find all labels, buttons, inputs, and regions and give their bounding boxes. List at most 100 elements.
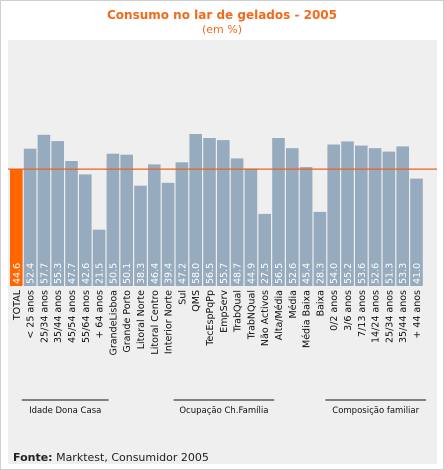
bar-2: [37, 134, 51, 286]
value-label-29: 41.0: [412, 263, 423, 284]
bar-26: [368, 148, 382, 286]
bar-27: [382, 151, 396, 286]
bar-12: [175, 162, 189, 286]
category-label-25: 7/13 anos: [357, 290, 368, 337]
bar-1: [23, 148, 37, 286]
category-label-27: 25/34 anos: [384, 290, 395, 343]
category-label-2: 25/34 anos: [39, 290, 50, 343]
value-label-18: 27.5: [260, 263, 271, 284]
value-label-10: 46.4: [150, 263, 161, 284]
value-label-2: 57.7: [39, 263, 50, 284]
value-label-1: 52.4: [26, 263, 37, 284]
bar-23: [327, 144, 340, 286]
bar-0: [10, 169, 23, 286]
value-label-22: 28.3: [315, 263, 326, 284]
value-label-21: 45.4: [302, 263, 313, 284]
category-label-9: Litoral Norte: [136, 290, 147, 349]
value-label-4: 47.7: [67, 263, 78, 284]
category-label-19: Alta/Média: [274, 290, 285, 340]
category-label-24: 3/6 anos: [343, 290, 354, 331]
category-label-18: Não Activos: [260, 290, 271, 346]
value-label-27: 51.3: [384, 263, 395, 284]
bar-29: [410, 178, 423, 286]
value-label-20: 52.6: [288, 263, 299, 284]
value-label-6: 21.5: [95, 263, 106, 284]
category-label-13: QMS: [191, 290, 202, 312]
category-label-10: Litoral Centro: [150, 290, 161, 355]
category-label-23: 0/2 anos: [329, 290, 340, 331]
bar-28: [396, 146, 409, 286]
value-label-15: 55.7: [219, 263, 230, 284]
category-label-20: Média: [288, 290, 299, 319]
bar-3: [51, 141, 64, 286]
category-label-0: TOTAL: [12, 289, 23, 321]
category-label-1: < 25 anos: [26, 290, 37, 339]
chart-title: Consumo no lar de gelados - 2005: [106, 8, 338, 22]
category-label-4: 45/54 anos: [67, 290, 78, 343]
category-label-28: 35/44 anos: [398, 290, 409, 343]
value-label-0: 44.6: [12, 263, 23, 284]
value-label-7: 50.5: [108, 263, 119, 284]
category-label-16: TrabQual: [233, 290, 244, 333]
bar-17: [244, 168, 258, 286]
category-label-8: Grande Porto: [122, 290, 133, 353]
bar-20: [286, 148, 299, 286]
bar-7: [106, 153, 120, 286]
bar-24: [341, 141, 354, 286]
bar-8: [120, 154, 133, 286]
value-label-16: 48.7: [233, 263, 244, 284]
value-label-25: 53.6: [357, 263, 368, 284]
value-label-3: 55.3: [53, 263, 64, 284]
bar-15: [217, 140, 230, 286]
group-label-0: Idade Dona Casa: [29, 406, 101, 416]
category-label-6: + 64 anos: [95, 290, 106, 339]
bar-14: [203, 138, 216, 286]
value-label-17: 44.9: [246, 263, 257, 284]
group-label-1: Ocupação Ch.Família: [179, 406, 268, 416]
category-label-29: + 44 anos: [412, 290, 423, 339]
value-label-5: 42.6: [81, 263, 92, 284]
category-label-12: Sul: [177, 290, 188, 305]
bar-chart: 44.6 52.4 57.7 55.3 47.7 42.6 21.5 50.5 50.1 38.3…: [8, 134, 437, 416]
category-label-26: 14/24 anos: [371, 290, 382, 343]
value-label-14: 56.5: [205, 263, 216, 284]
bar-9: [134, 185, 147, 286]
value-label-12: 47.2: [177, 263, 188, 284]
category-label-21: Média Baixa: [302, 290, 313, 348]
bar-11: [161, 182, 175, 286]
category-label-11: Interior Norte: [164, 290, 175, 354]
source-label: Fonte:: [13, 451, 53, 464]
category-label-15: EmpServ: [219, 290, 230, 333]
value-label-26: 52.6: [371, 263, 382, 284]
category-label-7: GrandeLisboa: [108, 290, 119, 356]
category-label-17: TrabNQual: [246, 290, 257, 340]
bar-6: [92, 229, 106, 286]
source-note: Fonte: Marktest, Consumidor 2005: [13, 451, 209, 464]
value-label-28: 53.3: [398, 263, 409, 284]
bar-5: [79, 174, 92, 286]
bar-10: [148, 164, 161, 286]
bar-18: [258, 213, 271, 286]
source-text: Marktest, Consumidor 2005: [56, 451, 209, 464]
bar-22: [313, 211, 327, 286]
value-label-8: 50.1: [122, 263, 133, 284]
chart-subtitle: (em %): [201, 23, 242, 36]
value-label-23: 54.0: [329, 263, 340, 284]
value-label-24: 55.2: [343, 263, 354, 284]
bar-13: [189, 134, 202, 286]
category-label-3: 35/44 anos: [53, 290, 64, 343]
bar-21: [299, 167, 313, 286]
bar-16: [230, 158, 244, 286]
category-label-22: Baixa: [315, 290, 326, 316]
value-label-19: 56.5: [274, 263, 285, 284]
bar-19: [272, 138, 285, 286]
category-label-5: 55/64 anos: [81, 290, 92, 343]
value-label-9: 38.3: [136, 263, 147, 284]
group-label-2: Composição familiar: [332, 406, 419, 416]
value-label-11: 39.4: [164, 263, 175, 284]
bar-4: [65, 161, 78, 286]
bar-25: [355, 145, 368, 286]
category-label-14: TecEspPqPp: [205, 290, 216, 347]
value-label-13: 58.0: [191, 263, 202, 284]
